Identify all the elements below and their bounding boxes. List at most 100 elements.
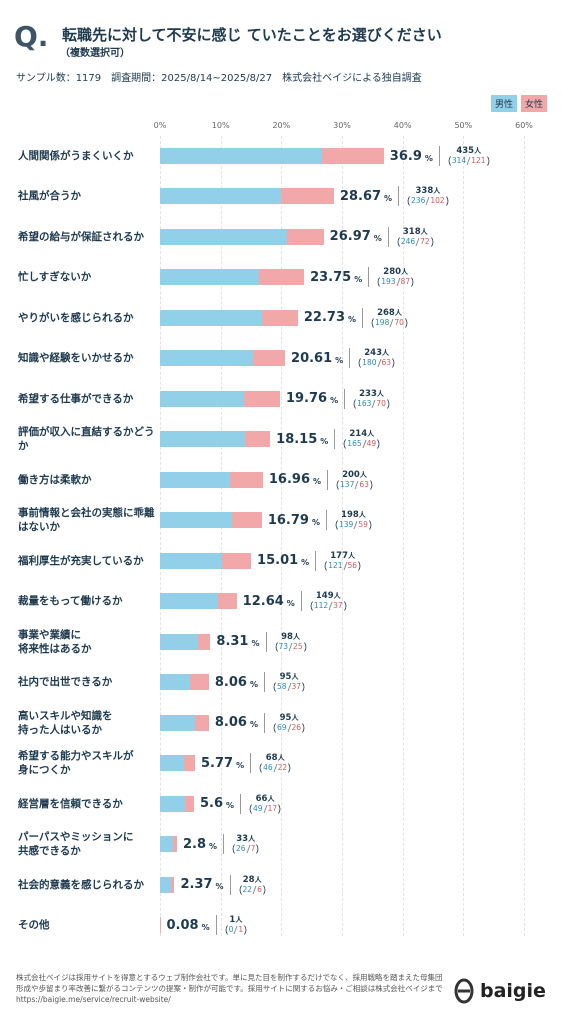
count-label: 435 bbox=[456, 146, 475, 156]
paren bbox=[278, 803, 281, 814]
total-unit: % bbox=[311, 517, 320, 527]
count-unit: 人 bbox=[291, 673, 299, 682]
count-breakdown: 163 70 bbox=[352, 399, 391, 409]
bar-segment bbox=[231, 512, 262, 529]
bar-segment bbox=[160, 795, 186, 812]
paren bbox=[392, 358, 395, 369]
male-count: 139 bbox=[338, 520, 354, 530]
x-tick-label: 60% bbox=[515, 121, 533, 130]
count-label: 33 bbox=[236, 834, 249, 845]
count-breakdown: 58 37 bbox=[272, 682, 306, 692]
bar-segment bbox=[230, 471, 263, 488]
count-label: 95 bbox=[279, 712, 292, 723]
chart: 0% 10% 20% 30% 40% 50% 60% 人間関係がうまくいくか 36.9% 435 人… bbox=[18, 121, 533, 936]
category-label: 知識や経験をいかせるか bbox=[18, 352, 134, 365]
bar-segment bbox=[195, 714, 209, 731]
count-label: 177 bbox=[330, 550, 348, 561]
paren bbox=[370, 480, 373, 490]
count-label: 68 bbox=[265, 753, 278, 764]
paren bbox=[225, 925, 228, 935]
category-label: 事業や業績に 将来性はあるか bbox=[18, 628, 92, 655]
paren bbox=[377, 277, 381, 288]
female-count: 37 bbox=[333, 601, 343, 611]
bar-segment bbox=[259, 269, 305, 286]
count-group: 66 人 49 17 bbox=[248, 794, 282, 814]
count-row: 68 人 bbox=[266, 753, 285, 763]
value-group: 16.96% 200 人 137 63 bbox=[269, 468, 374, 492]
male-count: 193 bbox=[381, 277, 396, 287]
count-unit: 人 bbox=[433, 187, 441, 196]
slash bbox=[377, 359, 381, 368]
total-unit: % bbox=[330, 396, 339, 406]
female-count: 63 bbox=[381, 358, 392, 368]
count-breakdown: 49 17 bbox=[248, 804, 282, 814]
total-label: 8.06 bbox=[214, 674, 247, 690]
total-label: 23.75 bbox=[310, 269, 352, 285]
legend-item: 男性 bbox=[490, 95, 517, 112]
slash bbox=[353, 521, 358, 530]
male-count: 314 bbox=[451, 156, 467, 165]
grid-line bbox=[160, 136, 161, 936]
total-unit: % bbox=[249, 679, 258, 689]
count-group: 198 人 139 59 bbox=[334, 510, 373, 530]
legend-item: 女性 bbox=[520, 95, 547, 112]
count-breakdown: 236 102 bbox=[406, 196, 450, 207]
x-tick-label: 10% bbox=[211, 121, 230, 130]
paren bbox=[387, 399, 390, 409]
total-unit: % bbox=[335, 355, 344, 365]
paren bbox=[303, 641, 306, 652]
paren bbox=[256, 844, 259, 854]
count-group: 338 人 236 102 bbox=[406, 186, 450, 207]
category-label: 社内で出世できるか bbox=[18, 676, 113, 689]
paren bbox=[358, 358, 362, 369]
count-group: 200 人 137 63 bbox=[335, 470, 374, 490]
count-unit: 人 bbox=[277, 754, 285, 763]
paren bbox=[411, 277, 414, 288]
bar-segment bbox=[160, 431, 245, 448]
separator bbox=[229, 874, 231, 895]
total-unit: % bbox=[373, 234, 382, 244]
male-count: 46 bbox=[263, 763, 273, 773]
count-row: 338 人 bbox=[416, 186, 441, 196]
slash bbox=[273, 764, 278, 773]
count-row: 198 人 bbox=[341, 510, 366, 520]
count-breakdown: 193 87 bbox=[376, 277, 415, 288]
count-unit: 人 bbox=[248, 835, 256, 844]
category-label: パーパスやミッションに 共感できるか bbox=[18, 831, 134, 858]
category-label: 希望の給与が保証されるか bbox=[18, 230, 144, 243]
grid-line bbox=[402, 136, 404, 936]
bar-segment bbox=[321, 148, 384, 164]
paren bbox=[448, 156, 451, 166]
paren bbox=[405, 318, 408, 328]
separator bbox=[438, 146, 440, 166]
total-unit: % bbox=[384, 193, 393, 203]
paren bbox=[369, 520, 372, 530]
count-group: 149 人 112 37 bbox=[309, 591, 348, 611]
separator bbox=[398, 186, 400, 207]
slash bbox=[389, 318, 394, 327]
count-unit: 人 bbox=[348, 551, 355, 560]
grid-line bbox=[463, 136, 465, 936]
male-count: 180 bbox=[362, 358, 377, 368]
category-label: 評価が収入に直結するかどうか bbox=[18, 426, 155, 453]
category-label: 忙しすぎないか bbox=[18, 271, 92, 284]
category-label: 人間関係がうまくいくか bbox=[18, 150, 134, 162]
count-unit: 人 bbox=[474, 147, 482, 155]
count-group: 243 人 180 63 bbox=[357, 348, 396, 369]
paren bbox=[407, 196, 410, 207]
count-unit: 人 bbox=[381, 349, 389, 358]
paren bbox=[310, 601, 313, 611]
separator bbox=[250, 753, 252, 774]
female-count: 70 bbox=[394, 317, 404, 327]
separator bbox=[334, 429, 336, 450]
count-group: 318 人 246 72 bbox=[396, 227, 435, 247]
total-unit: % bbox=[348, 315, 357, 325]
total-unit: % bbox=[354, 274, 363, 284]
paren bbox=[324, 561, 328, 571]
slash bbox=[288, 642, 293, 651]
category-label: やりがいを感じられるか bbox=[18, 311, 134, 324]
paren bbox=[397, 237, 400, 247]
slash bbox=[371, 399, 376, 408]
title: 転職先に対して不安に感じ ていたことをお選びください bbox=[62, 26, 442, 44]
